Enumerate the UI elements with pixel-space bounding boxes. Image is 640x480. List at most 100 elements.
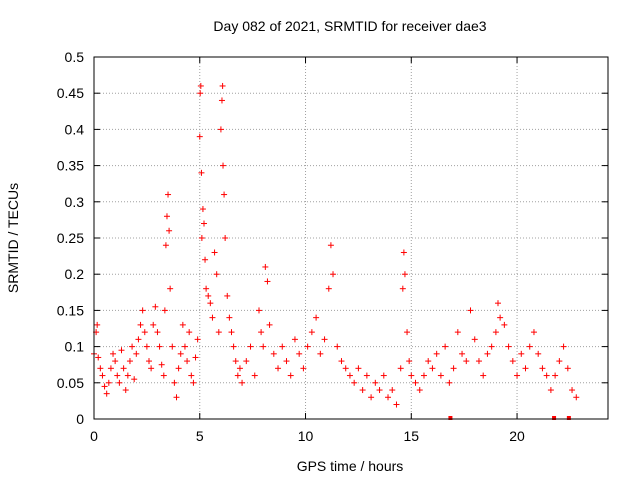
data-point xyxy=(230,343,237,350)
data-point xyxy=(416,387,423,394)
data-point xyxy=(213,271,220,278)
data-point xyxy=(122,387,129,394)
data-point xyxy=(264,278,271,285)
y-tick-label: 0.05 xyxy=(57,375,84,391)
data-point xyxy=(385,394,392,401)
data-point xyxy=(226,314,233,321)
data-point xyxy=(145,358,152,365)
data-point xyxy=(518,350,525,357)
data-point xyxy=(207,300,214,307)
data-point xyxy=(330,271,337,278)
data-point xyxy=(203,285,210,292)
y-tick-label: 0.4 xyxy=(65,121,85,137)
data-point xyxy=(232,358,239,365)
data-point xyxy=(501,321,508,328)
data-point xyxy=(139,307,146,314)
data-point xyxy=(154,329,161,336)
data-point xyxy=(467,307,474,314)
data-point xyxy=(196,133,203,140)
data-point xyxy=(101,383,108,390)
data-point xyxy=(181,343,188,350)
data-point xyxy=(184,358,191,365)
data-point xyxy=(160,372,167,379)
data-point xyxy=(131,376,138,383)
data-point xyxy=(530,329,537,336)
data-point xyxy=(228,329,235,336)
data-point xyxy=(217,126,224,133)
data-point xyxy=(368,394,375,401)
data-point xyxy=(129,343,136,350)
data-point xyxy=(262,263,269,270)
data-point xyxy=(291,336,298,343)
data-point xyxy=(141,329,148,336)
y-tick-label: 0.25 xyxy=(57,230,84,246)
data-point xyxy=(425,358,432,365)
chart-title: Day 082 of 2021, SRMTID for receiver dae… xyxy=(213,18,486,34)
data-point xyxy=(317,350,324,357)
data-point xyxy=(556,358,563,365)
data-point xyxy=(126,358,133,365)
data-point xyxy=(497,314,504,321)
data-point xyxy=(270,350,277,357)
data-point xyxy=(167,285,174,292)
data-point xyxy=(393,401,400,408)
y-tick-label: 0.15 xyxy=(57,302,84,318)
data-point xyxy=(215,329,222,336)
data-point xyxy=(488,343,495,350)
data-point xyxy=(325,285,332,292)
data-point xyxy=(372,379,379,386)
data-point xyxy=(552,372,559,379)
data-point xyxy=(105,379,112,386)
data-point xyxy=(234,372,241,379)
data-point xyxy=(194,336,201,343)
data-point xyxy=(188,372,195,379)
data-point xyxy=(401,271,408,278)
data-point xyxy=(165,191,172,198)
data-point xyxy=(197,90,204,97)
y-tick-label: 0.1 xyxy=(65,339,85,355)
data-point xyxy=(192,354,199,361)
data-point xyxy=(355,365,362,372)
y-tick-label: 0.2 xyxy=(65,266,85,282)
y-tick-label: 0.3 xyxy=(65,194,85,210)
data-point xyxy=(275,365,282,372)
data-point xyxy=(266,321,273,328)
data-point xyxy=(522,365,529,372)
data-point xyxy=(112,358,119,365)
data-point xyxy=(313,314,320,321)
data-point xyxy=(304,343,311,350)
baseline-mark xyxy=(552,416,557,420)
axis-ticks: 0 0.05 0.1 0.15 0.2 0.25 0.3 0.35 0.4 0.45 0.5 0 5 10… xyxy=(57,49,608,444)
x-tick-label: 0 xyxy=(90,428,98,444)
data-point xyxy=(459,350,466,357)
baseline-mark xyxy=(448,416,453,420)
data-point xyxy=(156,343,163,350)
data-point xyxy=(351,379,358,386)
data-point xyxy=(99,372,106,379)
data-point xyxy=(258,329,265,336)
data-point xyxy=(247,343,254,350)
data-point xyxy=(429,365,436,372)
data-point xyxy=(243,358,250,365)
data-point xyxy=(573,394,580,401)
data-point xyxy=(198,235,205,241)
data-point xyxy=(163,213,170,220)
data-point xyxy=(321,336,328,343)
plot-frame xyxy=(93,56,609,420)
data-point xyxy=(535,350,542,357)
data-point xyxy=(564,365,571,372)
x-tick-label: 5 xyxy=(196,428,204,444)
data-point xyxy=(221,191,228,198)
data-point xyxy=(404,329,411,336)
data-point xyxy=(342,365,349,372)
data-point xyxy=(454,329,461,336)
y-tick-label: 0.5 xyxy=(65,49,85,65)
data-point xyxy=(135,336,142,343)
baseline-mark xyxy=(566,416,571,420)
data-point xyxy=(560,343,567,350)
data-point xyxy=(200,220,207,227)
data-point xyxy=(162,242,169,249)
data-point xyxy=(209,314,216,321)
data-point xyxy=(363,372,370,379)
data-point xyxy=(222,235,229,241)
